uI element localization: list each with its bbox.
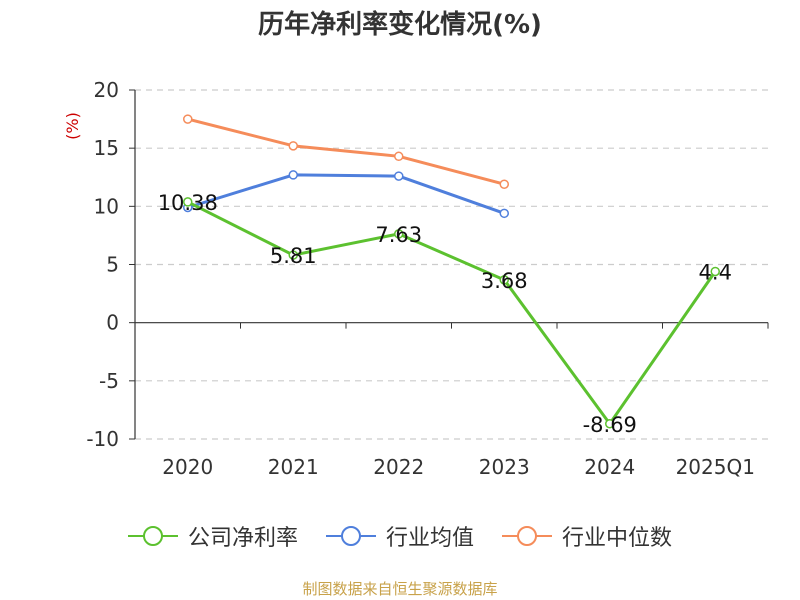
legend-marker-icon <box>325 524 376 548</box>
x-tick-label: 2021 <box>268 455 319 479</box>
y-axis-label: (%) <box>63 112 82 140</box>
y-tick-label: 5 <box>106 253 119 277</box>
data-point <box>394 151 404 162</box>
y-tick-label: 15 <box>94 136 119 160</box>
y-tick-label: -5 <box>99 369 119 393</box>
data-point <box>499 275 509 285</box>
series-line <box>187 173 505 215</box>
legend-label: 行业中位数 <box>562 526 673 551</box>
data-point <box>394 171 404 181</box>
data-point <box>605 419 615 429</box>
x-tick-label: 2024 <box>584 455 635 479</box>
data-point <box>288 250 298 260</box>
legend: 公司净利率 行业均值 行业中位数 <box>0 520 800 552</box>
x-tick-label: 2022 <box>373 455 424 479</box>
series-line <box>187 117 505 186</box>
x-tick-label: 2025Q1 <box>676 455 755 479</box>
data-point <box>288 141 298 151</box>
x-tick-label: 2020 <box>162 455 213 479</box>
data-label: 5.81 <box>270 244 317 268</box>
legend-item-industry-mean[interactable]: 行业均值 <box>325 520 474 552</box>
legend-item-industry-median[interactable]: 行业中位数 <box>502 520 672 552</box>
data-label: 3.68 <box>481 269 528 293</box>
legend-item-company[interactable]: 公司净利率 <box>127 520 298 552</box>
data-point <box>499 208 509 219</box>
data-label: 7.63 <box>375 223 422 247</box>
data-label: 10.38 <box>158 191 218 215</box>
legend-label: 公司净利率 <box>187 526 298 551</box>
data-label: -8.69 <box>583 413 637 437</box>
legend-label: 行业均值 <box>385 526 474 551</box>
x-tick-label: 2023 <box>479 455 530 479</box>
data-point <box>394 229 404 239</box>
y-tick-label: -10 <box>86 427 119 451</box>
legend-marker-icon <box>502 524 552 548</box>
data-point <box>499 179 509 189</box>
series-line <box>187 200 717 426</box>
y-tick-label: 10 <box>94 194 119 218</box>
chart-title: 历年净利率变化情况(%) <box>258 10 542 40</box>
data-point <box>183 197 193 207</box>
data-label: 4.4 <box>699 260 732 284</box>
source-note: 制图数据来自恒生聚源数据库 <box>302 580 498 598</box>
data-point <box>183 114 193 124</box>
y-tick-label: 0 <box>106 311 119 335</box>
y-tick-label: 20 <box>94 78 119 102</box>
data-point <box>710 266 720 277</box>
legend-marker-icon <box>127 524 178 548</box>
data-point <box>288 170 298 180</box>
